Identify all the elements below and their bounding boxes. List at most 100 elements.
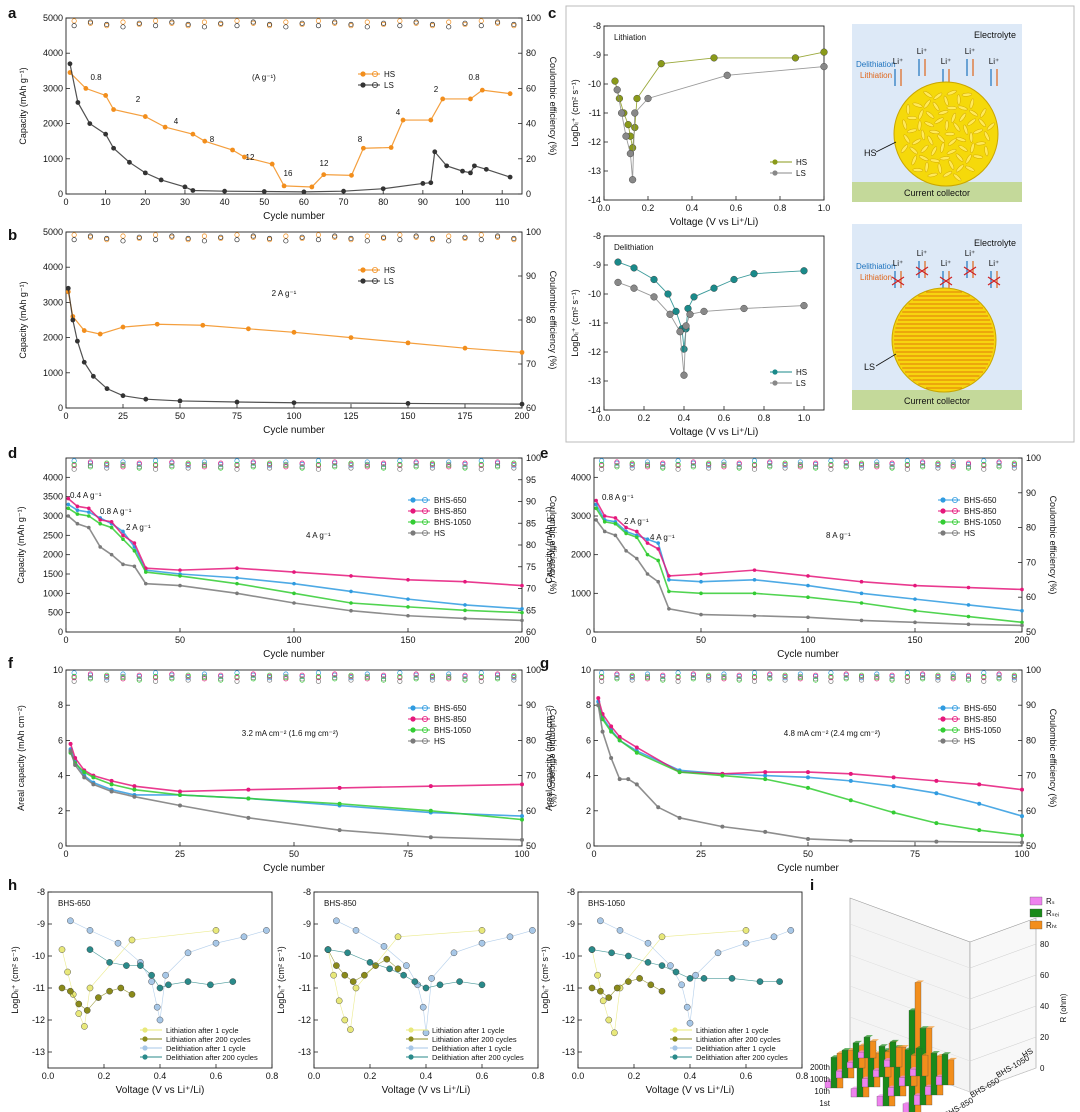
legend-marker-open — [952, 507, 959, 514]
data-point — [605, 1016, 613, 1024]
data-point — [613, 516, 618, 520]
hs-particle-illustration — [893, 81, 999, 187]
y-tick-label: 10 — [581, 665, 591, 675]
legend-marker — [772, 369, 778, 375]
data-point — [83, 86, 89, 91]
rate-annotation: 3.2 mA cm⁻² (1.6 mg cm⁻²) — [242, 729, 339, 738]
data-point — [347, 1026, 354, 1033]
y-tick-label: 3500 — [43, 492, 63, 502]
data-point — [608, 949, 615, 957]
data-point — [763, 770, 768, 775]
data-point — [349, 608, 353, 613]
data-point — [597, 987, 604, 995]
x-tick-label: 1.0 — [818, 203, 831, 213]
bar-Rs — [913, 1095, 921, 1106]
legend-marker — [142, 1027, 148, 1033]
z-tick-label: 40 — [1040, 1002, 1049, 1011]
ce-marker — [429, 460, 435, 466]
hs-particle-flake — [986, 122, 995, 131]
data-point — [966, 622, 971, 627]
ce-marker — [950, 459, 956, 465]
data-point — [966, 603, 971, 607]
data-point — [103, 131, 109, 137]
legend-marker — [410, 705, 416, 711]
x-axis-label: Cycle number — [777, 649, 839, 660]
ce-marker — [218, 460, 224, 466]
ce-marker — [511, 235, 517, 242]
ce-marker — [828, 670, 834, 676]
y2-tick-label: 80 — [1026, 523, 1036, 533]
data-point — [507, 91, 513, 97]
hs-particle-flake — [973, 128, 984, 134]
ce-marker — [381, 20, 387, 26]
series-line-Delithiation after 1 cycle — [70, 920, 267, 1021]
data-point — [624, 549, 628, 553]
data-point — [405, 340, 411, 346]
ce-marker — [446, 233, 452, 239]
ce-marker — [267, 677, 273, 683]
ce-marker — [828, 461, 834, 467]
ce-marker — [950, 671, 956, 677]
data-point — [633, 94, 641, 103]
ce-marker — [751, 461, 758, 467]
data-point — [337, 828, 342, 833]
ce-marker — [104, 460, 110, 466]
y-tick-label: -13 — [562, 1047, 575, 1057]
legend-marker-open — [421, 530, 428, 537]
y-axis-label: LogDₗᵢ⁺ (cm² s⁻¹) — [570, 289, 580, 356]
ce-marker — [599, 461, 605, 467]
ce-marker — [397, 673, 403, 680]
ce-marker — [721, 671, 727, 677]
ce-marker — [797, 673, 803, 680]
ce-marker — [234, 466, 240, 472]
data-point — [752, 568, 757, 572]
bar-top — [864, 1035, 873, 1038]
data-point — [178, 789, 182, 794]
ce-marker — [889, 464, 895, 470]
z-tick-label: 80 — [1040, 940, 1049, 949]
ce-marker — [169, 671, 175, 677]
ce-marker — [234, 18, 240, 24]
ce-marker — [920, 459, 926, 465]
legend-label: Lithiation after 200 cycles — [166, 1035, 251, 1044]
data-point — [75, 521, 80, 526]
ce-marker — [250, 233, 256, 239]
ce-marker — [120, 19, 126, 25]
data-point — [800, 267, 808, 275]
data-point — [117, 984, 125, 992]
bar-Rs — [857, 1052, 865, 1059]
legend-marker — [410, 727, 416, 733]
schematic-top-lithiation-label: Lithiation — [860, 71, 892, 80]
y-tick-label: 4000 — [571, 472, 591, 482]
data-point — [859, 579, 864, 584]
plot-title: BHS-650 — [58, 899, 91, 908]
x-tick-label: 150 — [400, 635, 415, 645]
schematic-top-particle-label: HS — [864, 148, 877, 158]
x-tick-label: 110 — [495, 197, 509, 207]
hs-particle-flake — [911, 155, 917, 166]
legend-marker — [360, 278, 366, 284]
data-point — [86, 927, 94, 934]
rate-annotation: 0.8 — [468, 73, 480, 82]
li-ion-label: Li⁺ — [941, 57, 951, 66]
rate-annotation: 0.8 A g⁻¹ — [100, 507, 132, 516]
legend-marker — [142, 1036, 148, 1042]
y-tick-label: 2 — [586, 806, 591, 816]
plot-title: BHS-1050 — [588, 899, 625, 908]
data-point — [913, 597, 917, 601]
ce-marker — [348, 677, 354, 683]
data-point — [806, 574, 810, 578]
chart-f: 0 25 50 75 100 0 2 4 6 8 10 50 60 70 80 90 100 Coulombic … — [16, 665, 558, 874]
legend-marker-open — [421, 716, 428, 723]
data-point — [121, 537, 125, 541]
legend-marker — [940, 716, 946, 722]
data-point — [242, 154, 247, 160]
data-point — [246, 796, 251, 801]
li-ion-label: Li⁺ — [965, 47, 975, 56]
data-point — [178, 568, 182, 572]
data-point — [483, 166, 489, 172]
ce-marker — [644, 673, 651, 680]
data-point — [682, 322, 690, 330]
x-tick-label: 0 — [63, 849, 68, 859]
z-tick-label: 0 — [1040, 1064, 1045, 1073]
